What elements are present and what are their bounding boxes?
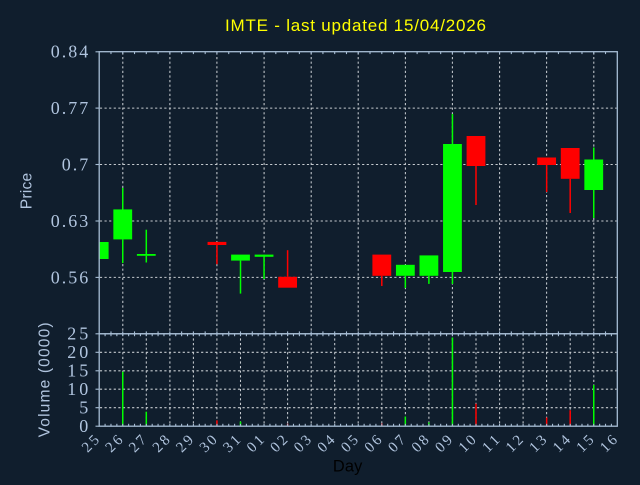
svg-text:0.7: 0.7 — [62, 154, 89, 174]
svg-text:5: 5 — [79, 398, 88, 418]
svg-text:Day: Day — [333, 458, 363, 476]
svg-text:IMTE - last updated 15/04/2026: IMTE - last updated 15/04/2026 — [225, 16, 486, 35]
svg-text:0.63: 0.63 — [51, 211, 88, 231]
svg-text:0.84: 0.84 — [51, 42, 88, 62]
svg-text:0: 0 — [79, 416, 88, 436]
svg-text:Volume (0000): Volume (0000) — [37, 322, 54, 437]
svg-text:0.56: 0.56 — [51, 267, 88, 287]
svg-text:Price: Price — [19, 173, 36, 210]
svg-text:0.77: 0.77 — [51, 98, 88, 118]
